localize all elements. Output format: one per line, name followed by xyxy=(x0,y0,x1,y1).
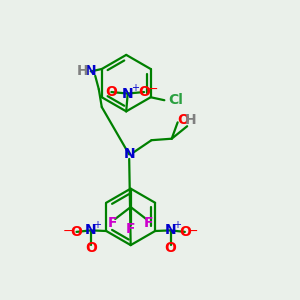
Text: F: F xyxy=(126,222,135,236)
Text: O: O xyxy=(70,225,83,239)
Text: O: O xyxy=(139,85,151,99)
Text: +: + xyxy=(93,220,101,230)
Text: O: O xyxy=(165,241,176,255)
Text: H: H xyxy=(77,64,89,78)
Text: O: O xyxy=(177,113,189,127)
Text: N: N xyxy=(85,224,97,237)
Text: −: − xyxy=(63,224,74,238)
Text: −: − xyxy=(188,224,198,238)
Text: O: O xyxy=(105,85,117,99)
Text: +: + xyxy=(173,220,181,230)
Text: −: − xyxy=(148,83,158,96)
Text: O: O xyxy=(85,241,97,255)
Text: N: N xyxy=(123,148,135,161)
Text: N: N xyxy=(85,64,97,78)
Text: F: F xyxy=(108,215,118,230)
Text: O: O xyxy=(179,225,191,239)
Text: H: H xyxy=(184,113,196,127)
Text: Cl: Cl xyxy=(169,93,183,107)
Text: F: F xyxy=(144,215,153,230)
Text: N: N xyxy=(122,86,134,100)
Text: +: + xyxy=(131,83,139,93)
Text: N: N xyxy=(165,224,176,237)
